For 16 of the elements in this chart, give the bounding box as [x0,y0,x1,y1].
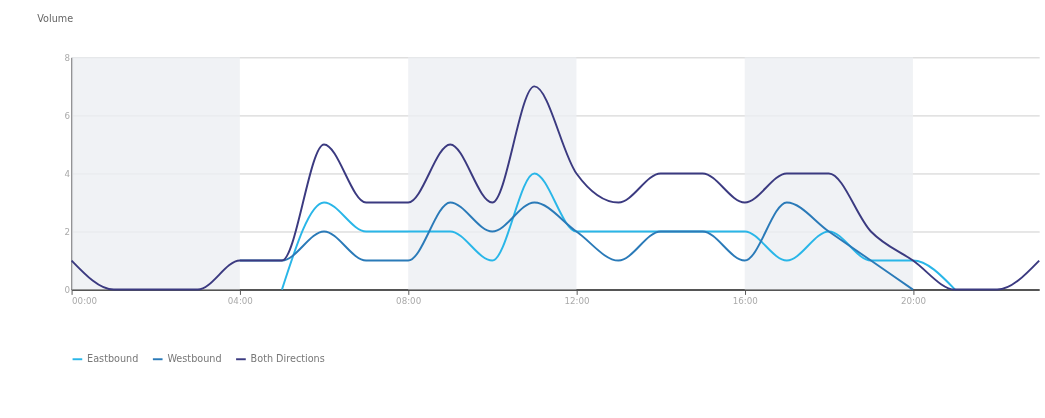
x-tick-label: 12:00 [564,295,590,306]
y-tick-label: 2 [64,226,71,237]
x-tick-label: 20:00 [900,295,926,306]
y-axis-title: Volume [37,13,74,25]
x-tick-label: 00:00 [72,295,98,306]
x-tick-label: 16:00 [732,295,758,306]
y-tick-label: 0 [64,284,71,295]
y-tick-label: 8 [64,52,71,63]
y-tick-label: 6 [64,110,71,121]
legend-label: Westbound [167,353,222,365]
legend-label: Eastbound [87,353,139,365]
y-tick-label: 4 [64,168,71,179]
x-tick-label: 08:00 [396,295,422,306]
line-series [280,172,957,291]
legend-label: Both Directions [250,353,325,365]
x-tick-label: 04:00 [227,295,253,306]
